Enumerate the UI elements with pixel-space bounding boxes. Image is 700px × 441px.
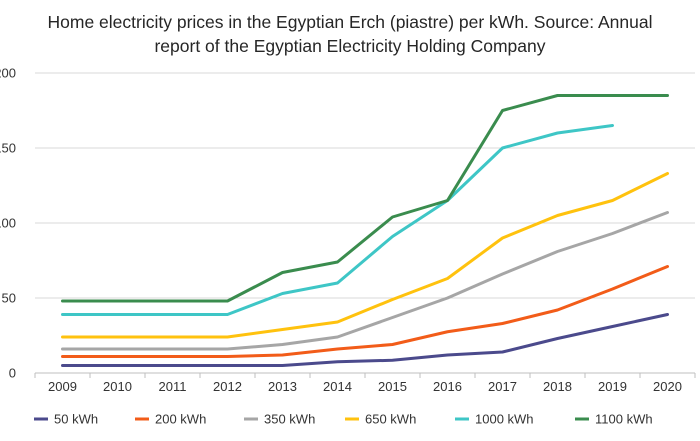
- x-tick-label: 2019: [598, 379, 627, 394]
- legend: 50 kWh 200 kWh 350 kWh 650 kWh 1000 kWh 1100 …: [34, 412, 653, 427]
- y-tick-label: 150: [0, 141, 16, 156]
- series-line-1000-kwh: [61, 124, 614, 316]
- gridlines: [35, 72, 695, 299]
- x-tick-label: 2020: [653, 379, 682, 394]
- x-axis: 2009 2010 2011 2012 2013 2014 2015 2016 2017 2018…: [34, 372, 696, 394]
- chart-title: Home electricity prices in the Egyptian …: [0, 10, 700, 58]
- x-tick-label: 2014: [323, 379, 352, 394]
- chart-title-line-1: Home electricity prices in the Egyptian …: [47, 12, 653, 32]
- y-tick-label: 200: [0, 66, 16, 81]
- series-line-350-kwh: [61, 211, 669, 351]
- legend-label: 50 kWh: [54, 412, 98, 427]
- series-line-200-kwh: [61, 265, 669, 358]
- series-line-1100-kwh: [61, 94, 669, 303]
- legend-label: 200 kWh: [155, 412, 206, 427]
- y-axis-ticks: 0 50 100 150 200: [0, 66, 16, 381]
- legend-label: 350 kWh: [264, 412, 315, 427]
- legend-label: 1100 kWh: [595, 412, 653, 427]
- y-tick-label: 50: [2, 291, 16, 306]
- legend-label: 650 kWh: [365, 412, 416, 427]
- legend-label: 1000 kWh: [475, 412, 534, 427]
- series-line-650-kwh: [61, 172, 669, 339]
- series-lines: [61, 94, 669, 367]
- x-tick-label: 2009: [48, 379, 77, 394]
- y-tick-label: 0: [9, 366, 16, 381]
- x-tick-label: 2016: [433, 379, 462, 394]
- x-tick-label: 2017: [488, 379, 517, 394]
- x-tick-label: 2015: [378, 379, 407, 394]
- x-tick-label: 2011: [159, 379, 187, 394]
- x-tick-label: 2013: [268, 379, 297, 394]
- y-tick-label: 100: [0, 216, 16, 231]
- series-line-50-kwh: [61, 313, 669, 367]
- chart-title-line-2: report of the Egyptian Electricity Holdi…: [154, 36, 546, 56]
- x-tick-label: 2010: [103, 379, 132, 394]
- x-tick-label: 2018: [543, 379, 572, 394]
- x-tick-label: 2012: [213, 379, 242, 394]
